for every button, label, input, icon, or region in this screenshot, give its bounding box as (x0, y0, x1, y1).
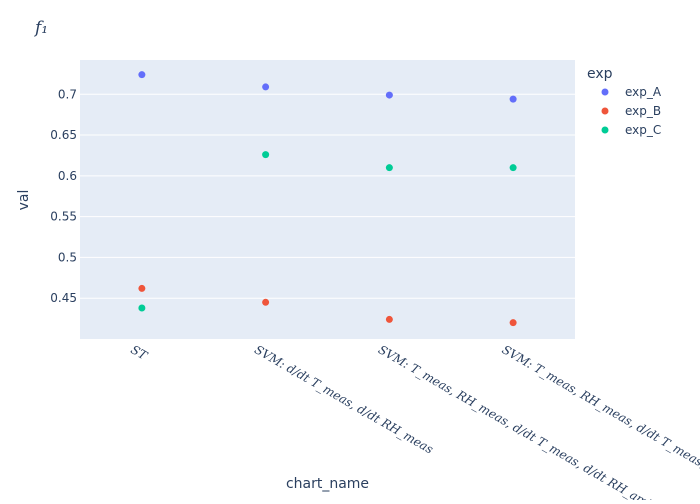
legend-marker (601, 107, 609, 115)
data-point-exp_A[interactable] (138, 71, 146, 79)
grid-lines (80, 93, 575, 299)
data-point-exp_B[interactable] (509, 319, 517, 327)
data-point-exp_C[interactable] (385, 164, 393, 172)
x-axis-title: chart_name (286, 476, 369, 492)
y-tick-label: 0.45 (50, 291, 77, 305)
y-tick-label: 0.6 (58, 169, 77, 183)
y-tick-label: 0.5 (58, 250, 77, 264)
data-point-exp_A[interactable] (509, 95, 517, 103)
x-tick-label: ST (128, 342, 150, 363)
x-tick-label: SVM: T_meas, RH_meas, d/dt T_meas, d/dt … (376, 342, 657, 500)
legend-item-label[interactable]: exp_A (625, 85, 662, 99)
legend-marker (601, 126, 609, 134)
y-tick-label: 0.65 (50, 128, 77, 142)
data-point-exp_A[interactable] (262, 83, 270, 91)
data-points (138, 71, 517, 327)
legend-marker (601, 88, 609, 96)
data-point-exp_C[interactable] (509, 164, 517, 172)
legend-title: exp (587, 66, 613, 82)
data-point-exp_B[interactable] (138, 284, 146, 292)
y-tick-label: 0.55 (50, 210, 77, 224)
plot-area (80, 60, 575, 339)
y-tick-label: 0.7 (58, 87, 77, 101)
data-point-exp_C[interactable] (138, 304, 146, 312)
data-point-exp_A[interactable] (385, 91, 393, 99)
legend-item-label[interactable]: exp_B (625, 104, 661, 118)
y-axis-title: val (16, 190, 32, 211)
legend-item-label[interactable]: exp_C (625, 123, 661, 137)
data-point-exp_B[interactable] (262, 298, 270, 306)
y-axis-ticks: 0.45 0.5 0.55 0.6 0.65 0.7 (50, 87, 77, 305)
data-point-exp_B[interactable] (385, 315, 393, 323)
data-point-exp_C[interactable] (262, 151, 270, 159)
chart-title: f₁ (33, 18, 48, 38)
legend[interactable]: exp exp_A exp_B exp_C (587, 66, 662, 137)
